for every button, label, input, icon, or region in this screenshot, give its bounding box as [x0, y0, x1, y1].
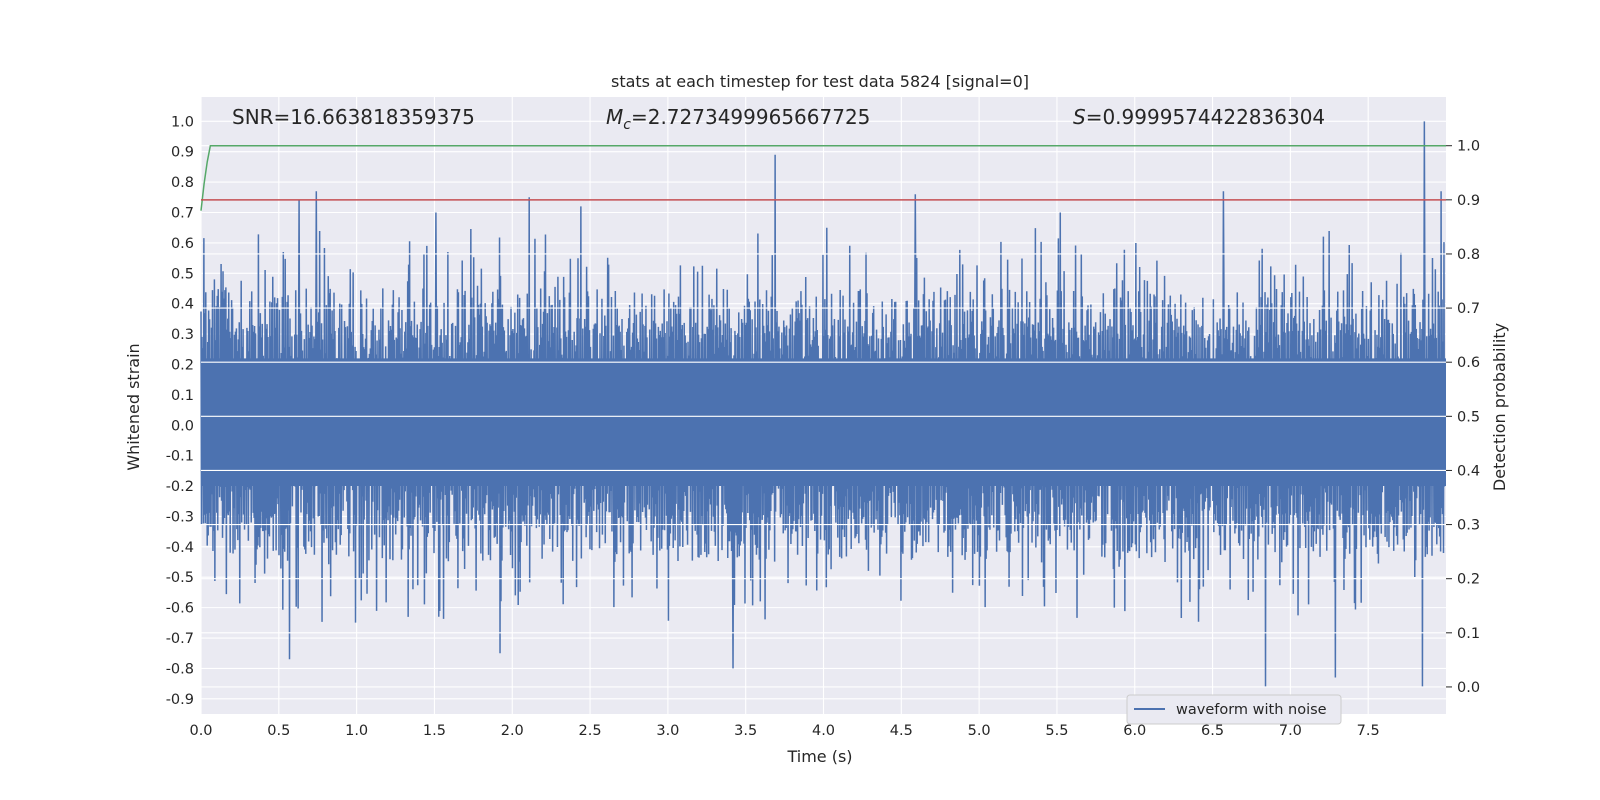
legend-label: waveform with noise	[1176, 702, 1327, 718]
annotation-mc: Mc=2.7273499965667725	[606, 105, 870, 133]
y-tick-label-left: 0.6	[171, 236, 194, 252]
y-tick-label-right: 0.2	[1457, 572, 1480, 588]
y-tick-label-right: 0.9	[1457, 193, 1480, 209]
y-axis-label-left: Whitened strain	[124, 343, 143, 470]
y-tick-label-right: 0.5	[1457, 409, 1480, 425]
x-tick-label: 3.5	[734, 723, 757, 739]
waveform-core	[201, 358, 1446, 487]
x-tick-label: 4.0	[812, 723, 835, 739]
y-tick-label-left: -0.3	[166, 509, 194, 525]
x-tick-label: 6.0	[1123, 723, 1146, 739]
y-tick-label-left: -0.6	[166, 601, 194, 617]
x-tick-label: 7.0	[1279, 723, 1302, 739]
y-tick-label-left: -0.9	[166, 692, 194, 708]
annotation-snr: SNR=16.663818359375	[232, 105, 475, 129]
x-tick-label: 0.5	[267, 723, 290, 739]
y-tick-label-left: 0.4	[171, 297, 194, 313]
annotation-mc-symbol: M	[606, 105, 623, 129]
annotation-mc-value: =2.7273499965667725	[631, 105, 870, 129]
annotation-s: S=0.9999574422836304	[1073, 105, 1325, 129]
y-axis-label-right: Detection probability	[1490, 323, 1509, 491]
x-tick-label: 7.5	[1357, 723, 1380, 739]
y-tick-label-right: 0.4	[1457, 463, 1480, 479]
series-waveform	[200, 121, 1446, 688]
y-tick-label-left: 0.0	[171, 418, 194, 434]
x-tick-label: 1.5	[423, 723, 446, 739]
x-axis-label: Time (s)	[786, 747, 852, 766]
y-tick-label-left: 0.8	[171, 175, 194, 191]
y-tick-label-left: -0.1	[166, 449, 194, 465]
x-tick-label: 0.0	[189, 723, 212, 739]
y-tick-label-left: 1.0	[171, 114, 194, 130]
y-tick-label-left: -0.4	[166, 540, 194, 556]
x-tick-label: 5.5	[1045, 723, 1068, 739]
chart-title: stats at each timestep for test data 582…	[611, 72, 1029, 91]
x-tick-label: 2.5	[579, 723, 602, 739]
annotation-s-symbol: S	[1073, 105, 1086, 129]
y-tick-label-left: 0.2	[171, 357, 194, 373]
y-tick-label-left: -0.8	[166, 661, 194, 677]
detection-probability-line	[200, 144, 1446, 211]
y-tick-label-right: 0.6	[1457, 355, 1480, 371]
x-tick-label: 3.0	[656, 723, 679, 739]
y-tick-label-left: 0.7	[171, 205, 194, 221]
y-tick-label-right: 0.7	[1457, 301, 1480, 317]
y-tick-label-left: 0.9	[171, 145, 194, 161]
x-tick-label: 2.0	[501, 723, 524, 739]
y-tick-label-right: 0.1	[1457, 626, 1480, 642]
annotation-s-value: =0.9999574422836304	[1086, 105, 1325, 129]
y-tick-label-right: 0.3	[1457, 518, 1480, 534]
y-tick-label-left: 0.5	[171, 266, 194, 282]
y-tick-label-left: 0.1	[171, 388, 194, 404]
x-tick-label: 5.0	[968, 723, 991, 739]
y-tick-label-left: 0.3	[171, 327, 194, 343]
annotation-mc-subscript: c	[623, 117, 631, 133]
legend: waveform with noise	[1126, 694, 1342, 725]
y-tick-label-right: 0.0	[1457, 680, 1480, 696]
axes: 0.0 0.5 1.0 1.5 2.0 2.5 3.0 3.5 4.0 4.5 5.0 5.5 6.0 6…	[166, 114, 1480, 739]
x-tick-label: 6.5	[1201, 723, 1224, 739]
series-probability	[200, 144, 1446, 211]
y-tick-label-left: -0.5	[166, 570, 194, 586]
x-tick-label: 1.0	[345, 723, 368, 739]
y-tick-label-left: -0.2	[166, 479, 194, 495]
y-tick-label-right: 1.0	[1457, 139, 1480, 155]
x-tick-label: 4.5	[890, 723, 913, 739]
y-tick-label-right: 0.8	[1457, 247, 1480, 263]
legend-box	[1126, 694, 1342, 725]
y-tick-label-left: -0.7	[166, 631, 194, 647]
